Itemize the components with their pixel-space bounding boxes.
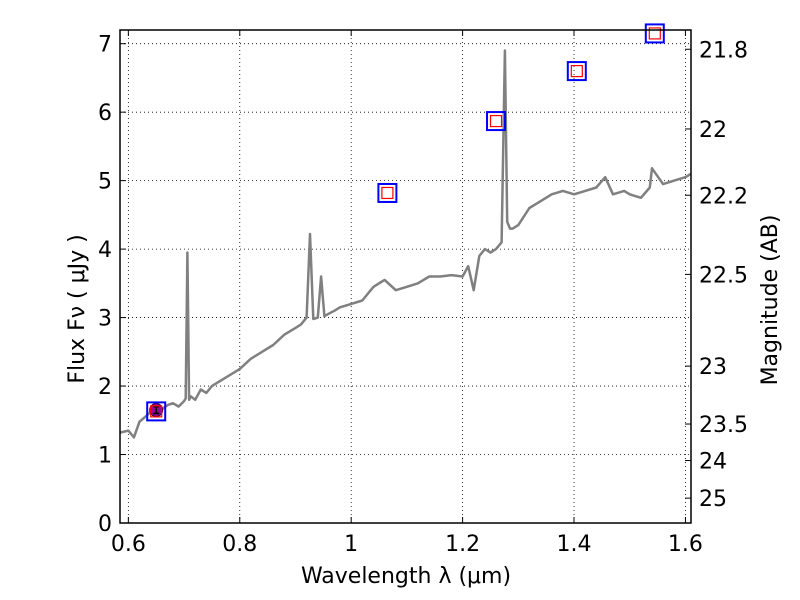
x-tick-label: 1.2 (445, 532, 480, 557)
spectrum-series (119, 49, 692, 439)
mag-tick-label: 21.8 (699, 38, 748, 63)
mag-tick-label: 24 (699, 450, 727, 475)
spectrum-line (119, 49, 692, 439)
y-tick-label: 2 (98, 375, 112, 400)
plot-frame (119, 29, 692, 524)
observed-flux-marker (486, 111, 507, 132)
model-flux-marker (570, 64, 583, 78)
model-flux-marker (648, 27, 661, 40)
mag-tick-label: 22.2 (699, 184, 748, 209)
x-tick-label: 1.4 (557, 532, 592, 557)
model-flux-marker (150, 405, 163, 418)
observed-flux-marker (146, 401, 167, 422)
mag-tick-label: 23 (699, 355, 727, 380)
y-tick-label: 7 (98, 33, 112, 58)
x-tick-label: 0.6 (111, 532, 146, 557)
x-tick-label: 1 (344, 532, 358, 557)
y-tick-label: 3 (98, 307, 112, 332)
model-flux-marker (381, 186, 394, 200)
mag-tick-label: 23.5 (699, 413, 748, 438)
photometry-series (146, 23, 665, 422)
observed-flux-marker (377, 182, 398, 203)
x-tick-label: 1.6 (668, 532, 703, 557)
y-tick-label: 5 (98, 170, 112, 195)
right-axis-label: Magnitude (AB) (758, 215, 783, 386)
x-axis-label: Wavelength λ (μm) (301, 564, 511, 589)
y-tick-label: 1 (98, 444, 112, 469)
mag-tick-label: 25 (699, 487, 727, 512)
mag-tick-label: 22.5 (699, 263, 748, 288)
model-flux-marker (489, 114, 503, 128)
grid-lines (120, 30, 691, 524)
y-tick-label: 0 (98, 512, 112, 537)
y-tick-label: 4 (98, 238, 112, 263)
x-tick-label: 0.8 (222, 532, 257, 557)
observed-flux-marker (644, 23, 665, 44)
y-axis-label: Flux Fν ( μJy ) (65, 234, 90, 383)
observed-flux-marker (566, 61, 587, 82)
y-tick-label: 6 (98, 101, 112, 126)
mag-tick-label: 22 (699, 118, 727, 143)
